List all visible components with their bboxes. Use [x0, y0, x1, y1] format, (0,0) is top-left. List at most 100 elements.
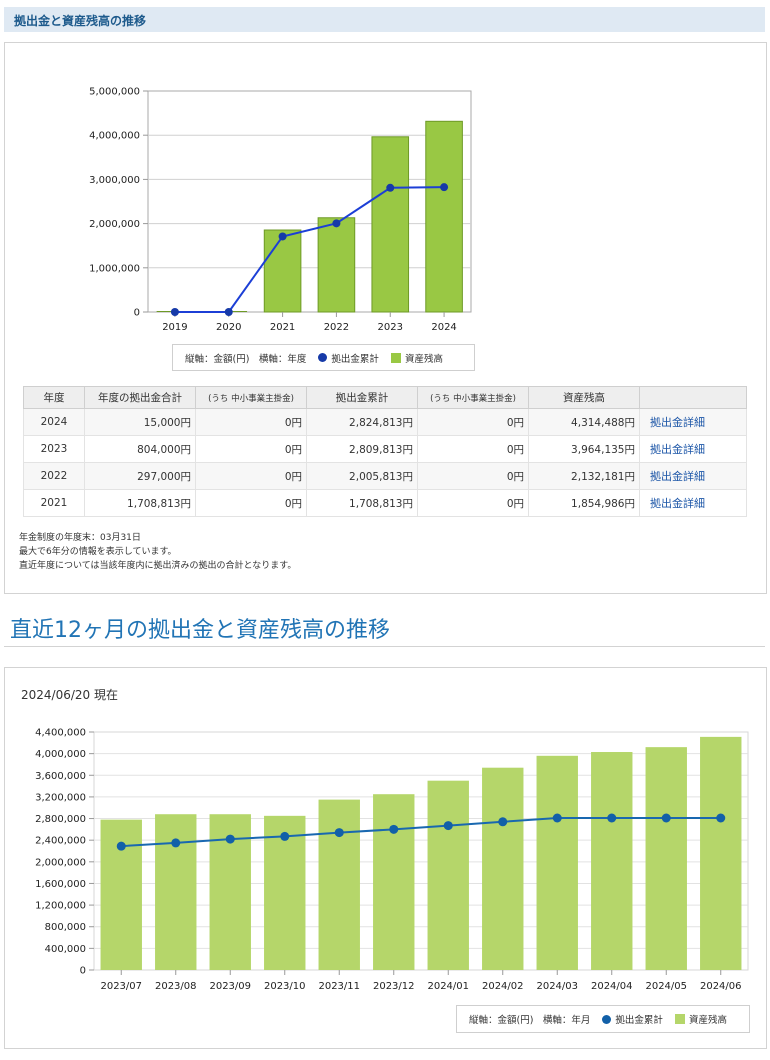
note-line: 直近年度については当該年度内に拠出済みの拠出の合計となります。 — [19, 561, 297, 571]
cell-year: 2022 — [23, 462, 85, 490]
cumulative-point — [498, 817, 508, 827]
y-tick-label: 800,000 — [45, 922, 86, 933]
balance-bar — [591, 752, 633, 970]
x-tick-label: 2023/09 — [209, 981, 251, 992]
bar-series-marker-icon — [390, 352, 401, 363]
x-tick-label: 2024 — [431, 322, 456, 333]
cell-balance: 1,854,986円 — [528, 489, 640, 517]
cumulative-line — [121, 817, 721, 848]
y-tick-label: 3,000,000 — [89, 175, 140, 186]
cell-cumulative: 2,824,813円 — [306, 408, 418, 436]
cumulative-point — [171, 838, 181, 848]
section-heading: 拠出金と資産残高の推移 — [14, 14, 147, 28]
cell-balance: 4,314,488円 — [528, 408, 640, 436]
y-tick-label: 0 — [80, 966, 86, 977]
cell-balance: 3,964,135円 — [528, 435, 640, 463]
contribution-detail-link[interactable]: 拠出金詳細 — [650, 497, 705, 510]
col-header-balance: 資産残高 — [528, 386, 640, 409]
y-tick-label: 5,000,000 — [89, 87, 140, 98]
x-tick-label: 2024/06 — [700, 981, 742, 992]
cell-year: 2021 — [23, 489, 85, 517]
monthly-chart-legend: 縦軸：金額(円) 横軸：年月 拠出金累計 資産残高 — [456, 1005, 750, 1033]
x-tick-label: 2023/12 — [373, 981, 415, 992]
cell-balance: 2,132,181円 — [528, 462, 640, 490]
col-header-cumulative: 拠出金累計 — [306, 386, 418, 409]
balance-bar — [371, 136, 410, 313]
cell-year: 2024 — [23, 408, 85, 436]
table-row: 2021 1,708,813円 0円 1,708,813円 0円 1,854,986円 拠出… — [23, 489, 747, 517]
y-tick-label: 400,000 — [45, 944, 86, 955]
contribution-detail-link[interactable]: 拠出金詳細 — [650, 470, 705, 483]
x-tick-label: 2023 — [378, 322, 403, 333]
plot-area — [93, 731, 749, 971]
section-header: 拠出金と資産残高の推移 — [4, 7, 765, 32]
table-header-row: 年度 年度の拠出金合計 (うち 中小事業主掛金) 拠出金累計 (うち 中小事業主… — [23, 386, 747, 409]
contribution-detail-link[interactable]: 拠出金詳細 — [650, 443, 705, 456]
monthly-panel: 2024/06/20 現在 4,400,000 4,000,000 3,600,00… — [4, 667, 767, 1049]
y-tick-label: 1,000,000 — [89, 263, 140, 274]
cell-sme-cumulative: 0円 — [417, 489, 529, 517]
table-row: 2024 15,000円 0円 2,824,813円 0円 4,314,488円 拠出金詳細 — [23, 408, 747, 436]
cell-link: 拠出金詳細 — [639, 489, 747, 517]
cell-sme-cumulative: 0円 — [417, 435, 529, 463]
cell-sme-contribution: 0円 — [195, 435, 307, 463]
y-tick-label: 0 — [134, 308, 140, 319]
balance-bar — [318, 799, 360, 970]
bar-series-marker-icon — [674, 1014, 685, 1024]
y-tick-label: 4,000,000 — [35, 749, 86, 760]
cell-cumulative: 2,005,813円 — [306, 462, 418, 490]
legend-bar-label: 資産残高 — [688, 1015, 727, 1026]
x-tick-label: 2019 — [162, 322, 187, 333]
balance-bar — [317, 217, 356, 313]
cumulative-point — [278, 232, 287, 241]
y-tick-label: 4,400,000 — [35, 728, 86, 739]
legend-line-label: 拠出金累計 — [615, 1015, 663, 1026]
legend-axes-note: 縦軸：金額(円) 横軸：年月 — [469, 1015, 591, 1026]
balance-bar — [263, 229, 302, 313]
y-tick-label: 1,600,000 — [35, 879, 86, 890]
cell-sme-cumulative: 0円 — [417, 462, 529, 490]
table-notes: 年金制度の年度末：03月31日 最大で6年分の情報を表示しています。 直近年度に… — [19, 531, 296, 573]
x-tick-label: 2024/04 — [591, 981, 633, 992]
cumulative-point — [225, 834, 235, 844]
annual-summary-table: 年度 年度の拠出金合計 (うち 中小事業主掛金) 拠出金累計 (うち 中小事業主… — [23, 386, 747, 517]
col-header-annual-contribution: 年度の拠出金合計 — [84, 386, 196, 409]
x-tick-label: 2023/10 — [264, 981, 306, 992]
col-header-sme-cumulative: (うち 中小事業主掛金) — [417, 386, 529, 409]
cell-year: 2023 — [23, 435, 85, 463]
cell-sme-contribution: 0円 — [195, 408, 307, 436]
balance-bar — [425, 120, 463, 313]
balance-bar — [155, 814, 197, 970]
cumulative-point — [440, 183, 449, 192]
cumulative-point — [661, 813, 671, 823]
line-series-marker-icon — [318, 353, 328, 362]
cumulative-point — [334, 828, 344, 838]
balance-bar — [427, 780, 469, 970]
col-header-link — [639, 386, 747, 409]
note-line: 年金制度の年度末：03月31日 — [19, 533, 141, 543]
cumulative-point — [716, 813, 726, 823]
cell-link: 拠出金詳細 — [639, 435, 747, 463]
y-tick-label: 2,000,000 — [35, 857, 86, 868]
cumulative-point — [170, 308, 179, 316]
title-divider — [4, 646, 765, 647]
y-tick-label: 1,200,000 — [35, 901, 86, 912]
contribution-detail-link[interactable]: 拠出金詳細 — [650, 416, 705, 429]
x-tick-label: 2024/01 — [427, 981, 469, 992]
balance-bar — [700, 736, 742, 970]
y-tick-label: 4,000,000 — [89, 131, 140, 142]
cumulative-line — [174, 186, 445, 313]
legend-axes-note: 縦軸：金額(円) 横軸：年度 — [185, 353, 307, 365]
balance-bar — [373, 794, 415, 970]
cell-annual-contribution: 15,000円 — [84, 408, 196, 436]
legend-bar-label: 資産残高 — [404, 353, 443, 365]
cell-annual-contribution: 1,708,813円 — [84, 489, 196, 517]
legend-line-label: 拠出金累計 — [331, 353, 379, 365]
annual-chart: 5,000,000 4,000,000 3,000,000 2,000,000 1,00… — [89, 87, 472, 333]
cumulative-point — [552, 813, 562, 823]
cell-sme-contribution: 0円 — [195, 462, 307, 490]
balance-bar — [264, 815, 306, 970]
monthly-section-title: 直近12ヶ月の拠出金と資産残高の推移 — [10, 618, 390, 643]
y-tick-label: 2,000,000 — [89, 219, 140, 230]
x-tick-label: 2022 — [324, 322, 349, 333]
